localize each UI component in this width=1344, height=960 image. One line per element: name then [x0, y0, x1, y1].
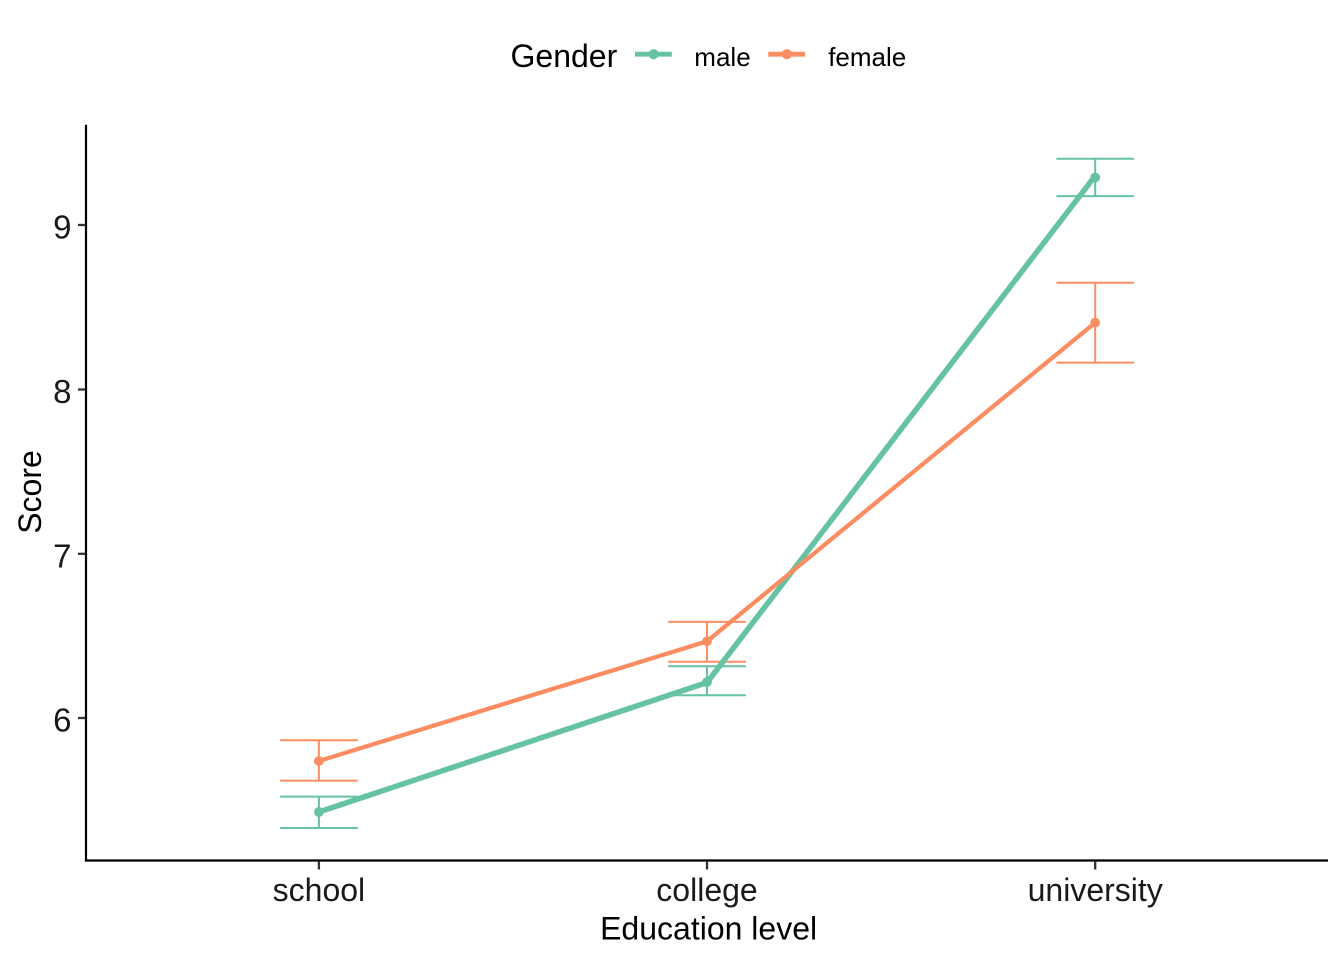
svg-text:male: male: [694, 42, 750, 72]
svg-text:Education level: Education level: [600, 911, 817, 947]
svg-text:college: college: [656, 872, 757, 908]
svg-text:9: 9: [53, 209, 71, 246]
svg-text:female: female: [828, 42, 906, 72]
svg-text:Score: Score: [12, 450, 48, 534]
svg-text:7: 7: [53, 537, 71, 574]
svg-text:8: 8: [53, 373, 71, 410]
svg-text:university: university: [1028, 872, 1163, 908]
svg-text:school: school: [273, 872, 366, 908]
svg-text:6: 6: [53, 702, 71, 739]
svg-text:Gender: Gender: [511, 38, 618, 74]
